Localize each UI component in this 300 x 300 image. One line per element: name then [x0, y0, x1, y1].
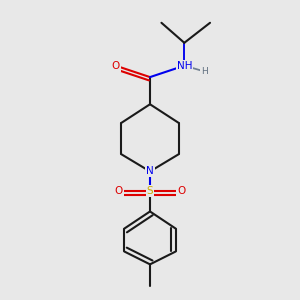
- Text: H: H: [201, 67, 208, 76]
- Text: O: O: [112, 61, 120, 71]
- Text: O: O: [177, 187, 186, 196]
- Text: O: O: [114, 187, 123, 196]
- Text: N: N: [146, 167, 154, 176]
- Text: NH: NH: [177, 61, 192, 71]
- Text: S: S: [147, 187, 153, 196]
